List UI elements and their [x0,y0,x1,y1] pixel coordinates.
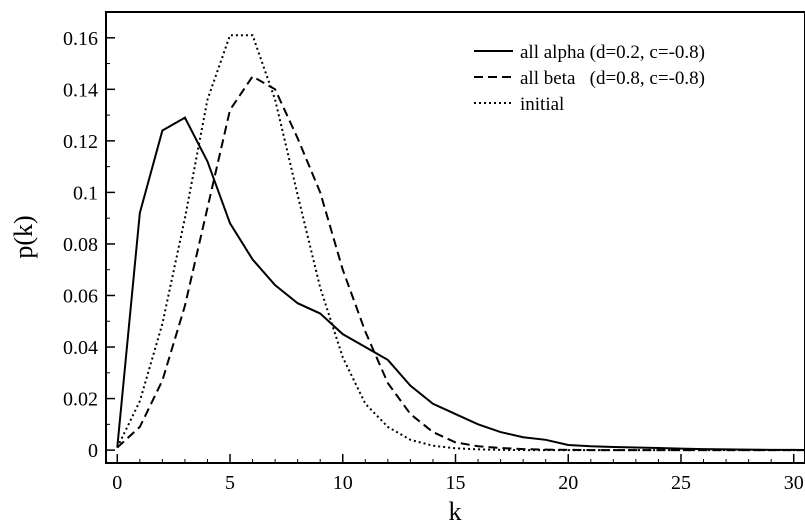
series-lines [116,34,805,452]
x-tick-label: 25 [671,472,691,494]
x-tick-label: 5 [225,472,235,494]
y-tick-label: 0 [88,440,98,462]
y-tick-label: 0.04 [63,337,98,359]
series-line-3 [116,34,805,452]
y-tick-label: 0.12 [63,131,98,153]
y-tick-label: 0.02 [63,389,98,411]
y-tick-label: 0.16 [63,28,98,50]
legend-label-2: all beta (d=0.8, c=-0.8) [520,68,705,89]
y-tick-label: 0.06 [63,285,98,307]
x-tick-label: 10 [333,472,353,494]
x-tick-label: 15 [446,472,466,494]
x-axis-label: k [449,497,462,524]
y-tick-label: 0.1 [73,182,98,204]
x-tick-label: 0 [112,472,122,494]
legend-label-1: all alpha (d=0.2, c=-0.8) [520,42,705,63]
tick-labels: 0 5 10 15 20 25 30 0 0.02 0.04 0.06 0.08 0.1 0.12 0.14… [63,28,804,494]
y-axis-label: p(k) [9,215,38,258]
legend: all alpha (d=0.2, c=-0.8) all beta (d=0.8… [474,42,705,115]
x-tick-label: 20 [558,472,578,494]
ticks [106,37,795,463]
y-tick-label: 0.14 [63,79,98,101]
legend-label-3: initial [520,94,564,115]
series-line-2 [116,75,805,452]
series-line-1 [116,116,805,451]
x-tick-label: 30 [784,472,804,494]
y-tick-label: 0.08 [63,234,98,256]
